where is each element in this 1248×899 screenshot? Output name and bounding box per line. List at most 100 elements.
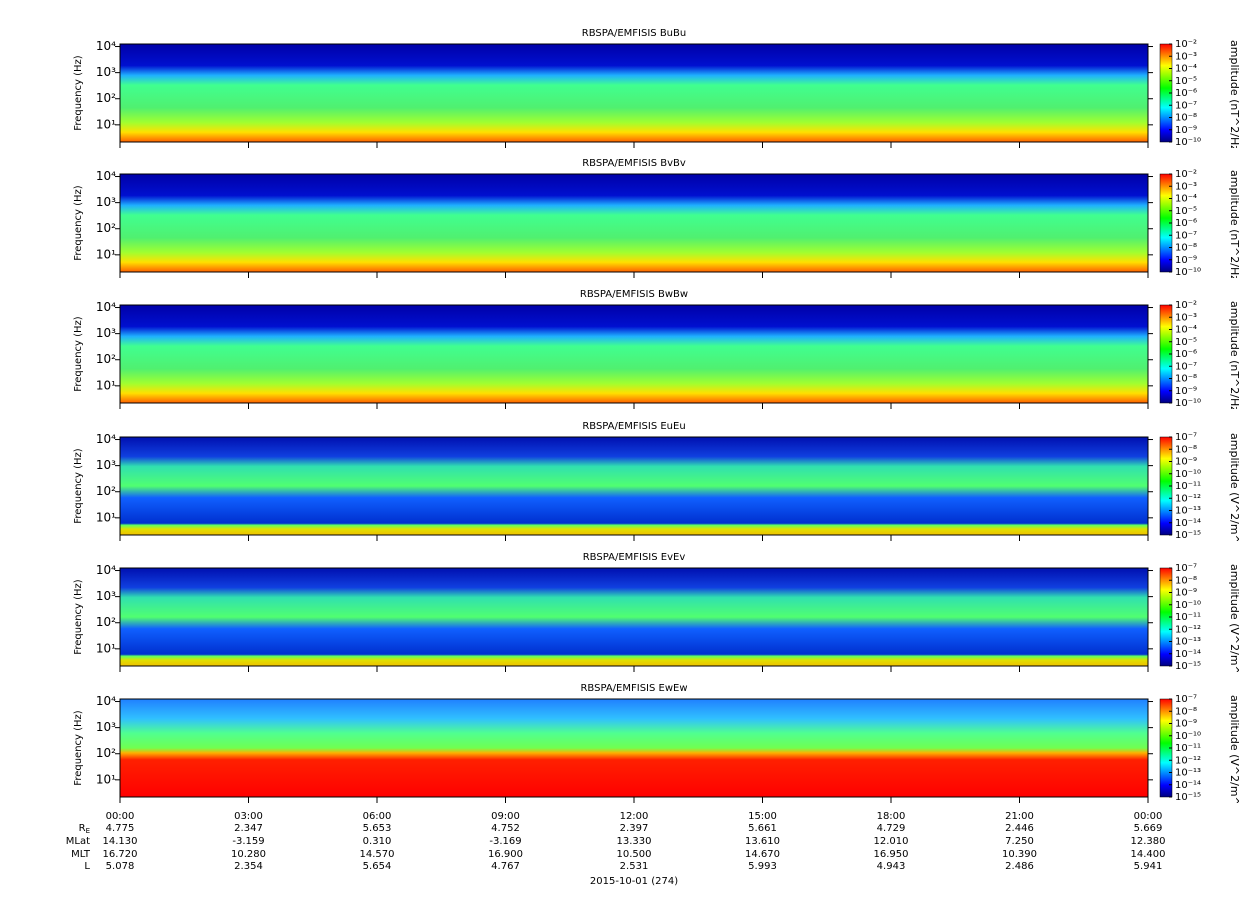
- colorbar-label: amplitude (nT^2/Hz): [1228, 301, 1241, 416]
- colorbar-tick-label: 10⁻⁷: [1175, 432, 1197, 443]
- ephemeris-value: 2.531: [620, 861, 649, 872]
- x-tick-label: 18:00: [877, 811, 906, 822]
- ephemeris-value: 16.900: [488, 849, 523, 860]
- ephemeris-value: 10.280: [231, 849, 266, 860]
- colorbar-tick-label: 10⁻⁹: [1175, 255, 1197, 266]
- colorbar-label: amplitude (nT^2/Hz): [1228, 170, 1241, 285]
- y-axis-label: Frequency (Hz): [73, 710, 84, 786]
- colorbar-tick-label: 10⁻⁹: [1175, 588, 1197, 599]
- colorbar-tick-label: 10⁻⁹: [1175, 457, 1197, 468]
- colorbar-tick-label: 10⁻¹³: [1175, 637, 1201, 648]
- colorbar-tick-label: 10⁻¹²: [1175, 755, 1201, 766]
- ephemeris-value: 10.390: [1002, 849, 1037, 860]
- spectrogram-image: [120, 437, 1148, 535]
- colorbar-tick-label: 10⁻¹⁰: [1175, 600, 1201, 611]
- ephemeris-value: 4.775: [106, 823, 135, 834]
- ephemeris-value: 12.380: [1131, 836, 1166, 847]
- y-tick-label: 10¹: [96, 772, 116, 786]
- ephemeris-label: RE: [79, 823, 90, 835]
- colorbar-label-group: amplitude (V^2/m^2/Hz): [1228, 433, 1241, 573]
- ephemeris-value: 4.943: [877, 861, 906, 872]
- y-tick-label: 10⁴: [96, 39, 116, 53]
- ephemeris-value: 14.670: [745, 849, 780, 860]
- colorbar-tick-label: 10⁻¹¹: [1175, 743, 1201, 754]
- y-tick-label: 10³: [96, 589, 116, 603]
- panels: RBSPA/EMFISIS BuBu Frequency (Hz) 10¹ 10² 10…: [73, 28, 1241, 872]
- colorbar-tick-label: 10⁻⁷: [1175, 361, 1197, 372]
- y-tick-label: 10²: [96, 91, 116, 105]
- colorbar-label-group: amplitude (V^2/m^2/Hz): [1228, 564, 1241, 704]
- y-tick-label: 10²: [96, 352, 116, 366]
- ephemeris-value: -3.159: [232, 836, 264, 847]
- colorbar-tick-label: 10⁻²: [1175, 39, 1197, 50]
- spectrogram-image: [120, 44, 1148, 142]
- colorbar-tick-label: 10⁻⁶: [1175, 88, 1197, 99]
- ephemeris-value: 14.400: [1131, 849, 1166, 860]
- ephemeris-value: 2.486: [1005, 861, 1034, 872]
- y-tick-label: 10¹: [96, 641, 116, 655]
- ephemeris-value: 2.354: [234, 861, 263, 872]
- ephemeris-label: L: [84, 861, 90, 872]
- colorbar-tick-label: 10⁻¹⁴: [1175, 780, 1201, 791]
- colorbar-tick-label: 10⁻⁵: [1175, 206, 1197, 217]
- y-tick-label: 10²: [96, 221, 116, 235]
- colorbar-tick-label: 10⁻⁶: [1175, 218, 1197, 229]
- colorbar-tick-label: 10⁻³: [1175, 312, 1197, 323]
- y-tick-label: 10²: [96, 746, 116, 760]
- colorbar-tick-label: 10⁻¹⁰: [1175, 137, 1201, 148]
- colorbar-tick-label: 10⁻⁵: [1175, 76, 1197, 87]
- colorbar-tick-label: 10⁻⁹: [1175, 386, 1197, 397]
- colorbar-tick-label: 10⁻⁸: [1175, 113, 1197, 124]
- y-tick-label: 10⁴: [96, 169, 116, 183]
- colorbar-tick-label: 10⁻⁸: [1175, 575, 1197, 586]
- colorbar-tick-label: 10⁻⁸: [1175, 706, 1197, 717]
- ephemeris-value: 4.729: [877, 823, 906, 834]
- colorbar-label: amplitude (V^2/m^2/Hz): [1228, 564, 1241, 704]
- y-tick-label: 10⁴: [96, 563, 116, 577]
- colorbar-tick-label: 10⁻⁹: [1175, 719, 1197, 730]
- ephemeris-value: 10.500: [617, 849, 652, 860]
- ephemeris-value: 5.654: [363, 861, 392, 872]
- y-tick-label: 10⁴: [96, 300, 116, 314]
- panel-title: RBSPA/EMFISIS EuEu: [582, 421, 685, 432]
- ephemeris-value: 2.397: [620, 823, 649, 834]
- colorbar-tick-label: 10⁻¹⁰: [1175, 469, 1201, 480]
- ephemeris-value: 16.720: [103, 849, 138, 860]
- y-tick-label: 10³: [96, 326, 116, 340]
- y-axis-label: Frequency (Hz): [73, 185, 84, 261]
- ephemeris-label: R: [79, 823, 86, 834]
- colorbar-tick-label: 10⁻⁸: [1175, 243, 1197, 254]
- y-tick-label: 10³: [96, 195, 116, 209]
- colorbar-tick-label: 10⁻⁷: [1175, 694, 1197, 705]
- colorbar-tick-label: 10⁻¹⁴: [1175, 649, 1201, 660]
- colorbar-tick-label: 10⁻¹³: [1175, 506, 1201, 517]
- x-tick-label: 06:00: [363, 811, 392, 822]
- spectrogram-image: [120, 174, 1148, 272]
- ephemeris-value: 13.330: [617, 836, 652, 847]
- y-axis-label: Frequency (Hz): [73, 55, 84, 131]
- y-tick-label: 10¹: [96, 247, 116, 261]
- colorbar-label: amplitude (V^2/m^2/Hz): [1228, 695, 1241, 835]
- colorbar-label-group: amplitude (nT^2/Hz): [1228, 170, 1241, 285]
- colorbar-tick-label: 10⁻⁴: [1175, 325, 1197, 336]
- ephemeris-value: -3.169: [489, 836, 521, 847]
- ephemeris-value: 2.446: [1005, 823, 1034, 834]
- colorbar-label: amplitude (V^2/m^2/Hz): [1228, 433, 1241, 573]
- colorbar-tick-label: 10⁻¹⁴: [1175, 518, 1201, 529]
- colorbar-tick-label: 10⁻¹⁰: [1175, 398, 1201, 409]
- colorbar-tick-label: 10⁻³: [1175, 181, 1197, 192]
- ephemeris-value: 12.010: [874, 836, 909, 847]
- colorbar-label-group: amplitude (V^2/m^2/Hz): [1228, 695, 1241, 835]
- spectrogram-image: [120, 305, 1148, 403]
- colorbar-tick-label: 10⁻¹⁰: [1175, 731, 1201, 742]
- colorbar-tick-label: 10⁻¹⁰: [1175, 267, 1201, 278]
- x-tick-label: 21:00: [1005, 811, 1034, 822]
- y-tick-label: 10¹: [96, 510, 116, 524]
- colorbar-tick-label: 10⁻⁷: [1175, 563, 1197, 574]
- colorbar-tick-label: 10⁻⁴: [1175, 194, 1197, 205]
- ephemeris-value: 7.250: [1005, 836, 1034, 847]
- ephemeris-value: 5.941: [1134, 861, 1163, 872]
- spectrogram-image: [120, 699, 1148, 797]
- colorbar-label-group: amplitude (nT^2/Hz): [1228, 301, 1241, 416]
